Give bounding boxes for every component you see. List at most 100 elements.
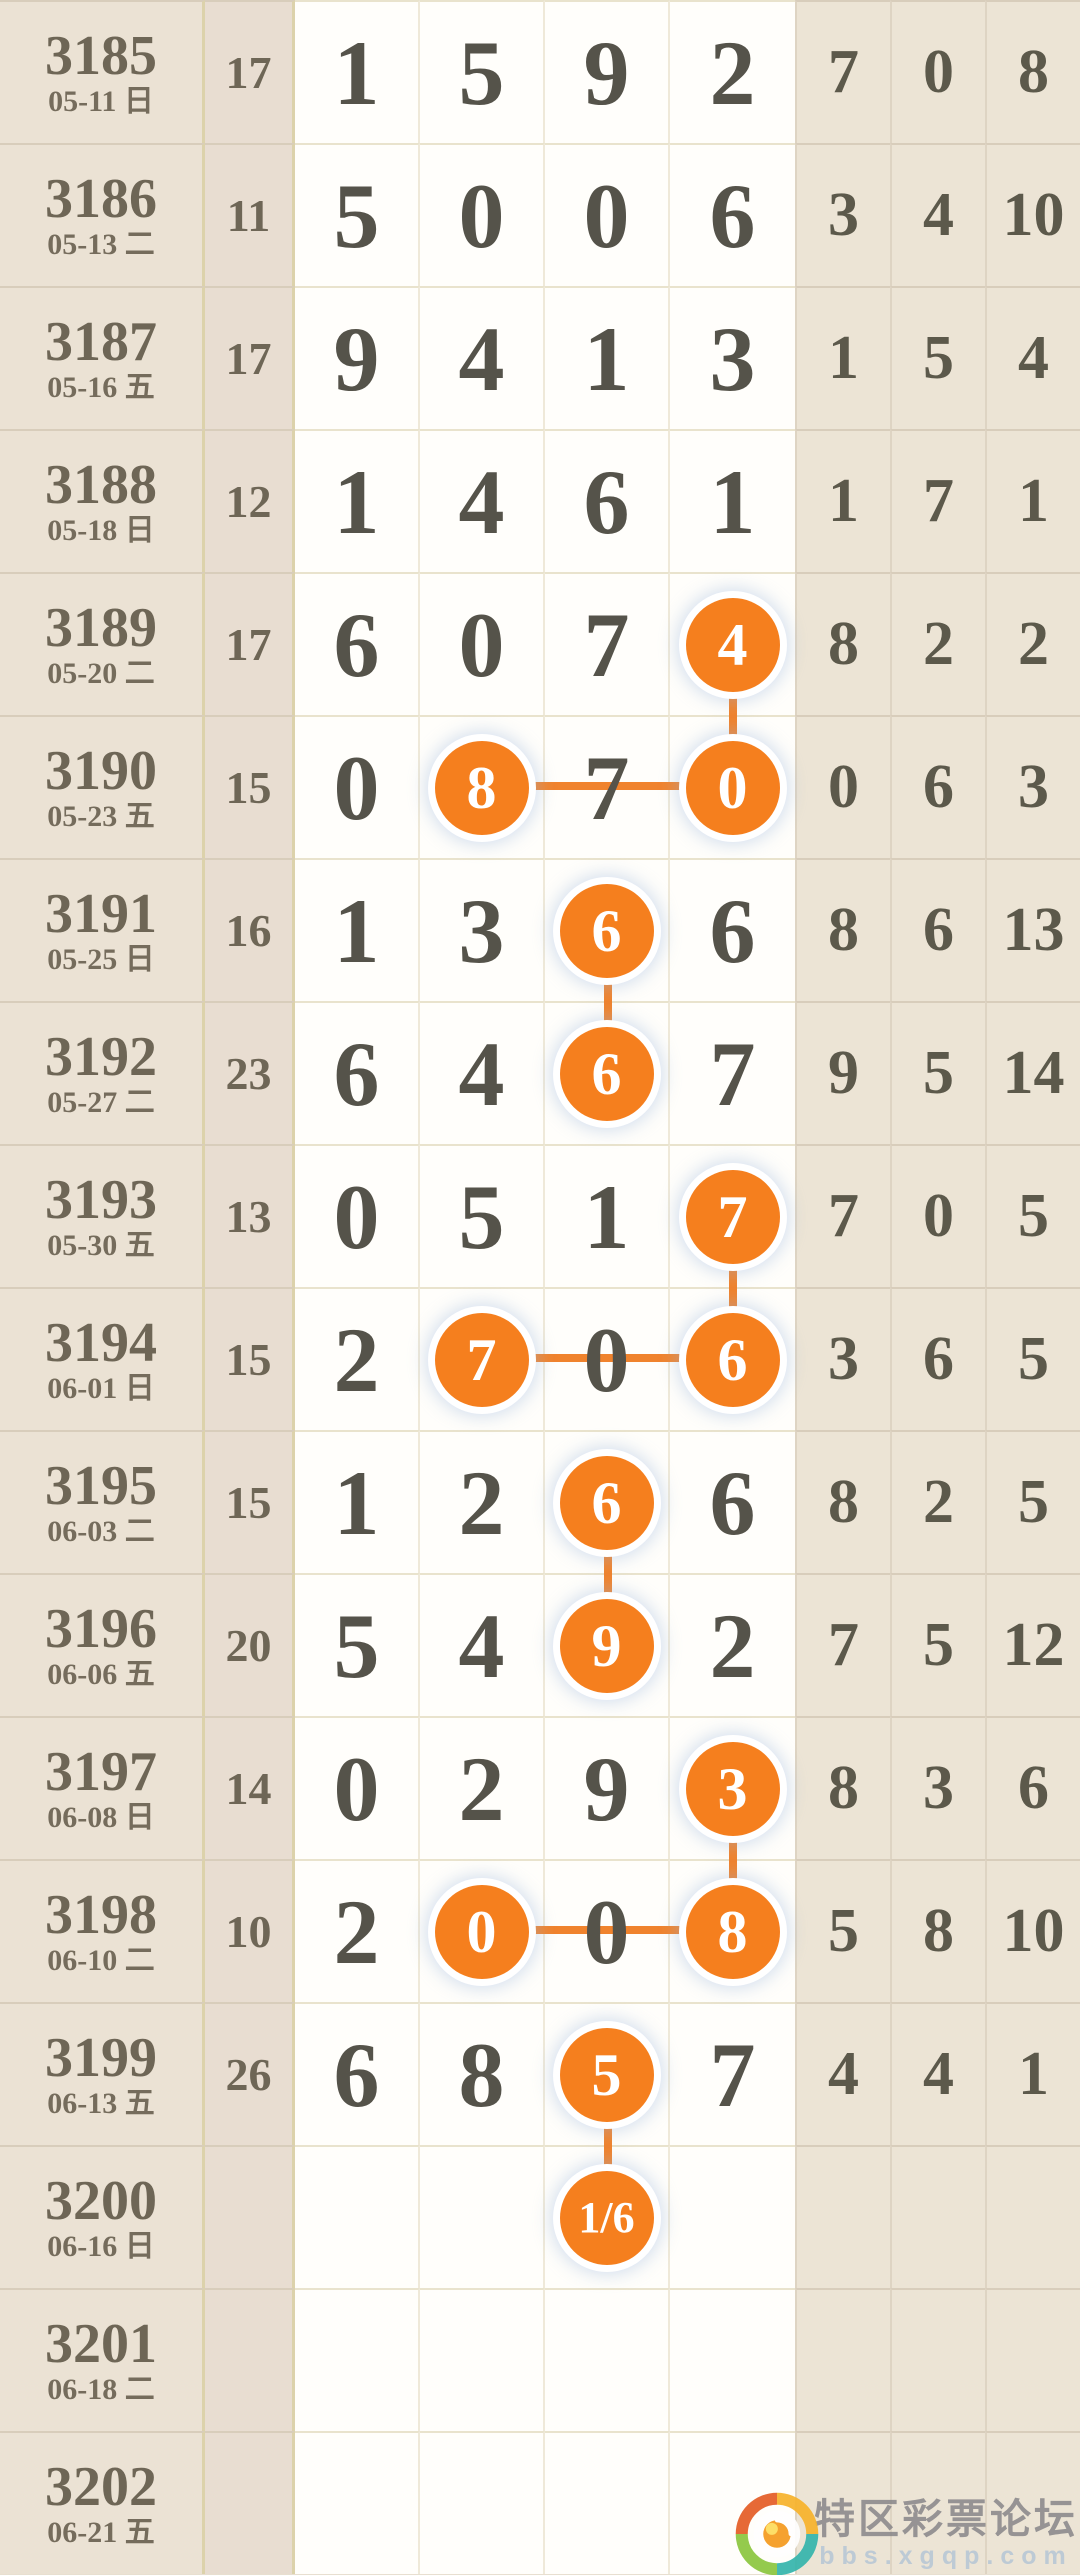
period-date: 06-03 二: [47, 1515, 155, 1549]
period-date: 05-16 五: [47, 371, 155, 405]
digit: 1: [333, 21, 380, 124]
tail-cell: 8: [795, 858, 890, 1001]
tail-cell: 3: [890, 1716, 985, 1859]
span-cell: 15: [205, 1430, 295, 1573]
digit-cell: [420, 2145, 545, 2288]
digit-cell: 2: [295, 1287, 420, 1430]
tail-cell: 6: [985, 1716, 1080, 1859]
digit-cell: 6: [670, 1430, 795, 1573]
digit-cell: 6: [545, 858, 670, 1001]
tail-cell: [985, 2145, 1080, 2288]
period-cell: 3190 05-23 五: [0, 715, 205, 858]
tail-cell: 5: [985, 1144, 1080, 1287]
digit: 5: [333, 1594, 380, 1697]
hot-ball: 1/6: [559, 2170, 654, 2265]
digit-cell: 7: [670, 1144, 795, 1287]
digit-cell: 0: [420, 572, 545, 715]
tail-cell: [985, 2288, 1080, 2431]
digit: 4: [458, 1022, 505, 1125]
digit: 1: [333, 450, 380, 553]
digit: 5: [333, 164, 380, 267]
digit-cell: 6: [295, 1001, 420, 1144]
digit-cell: 5: [295, 1573, 420, 1716]
digit: 9: [583, 1737, 630, 1840]
tail-cell: 6: [890, 715, 985, 858]
digit: 0: [458, 593, 505, 696]
tail-cell: 0: [795, 715, 890, 858]
table-row: 3199 06-13 五 26 6 8 5 7 4 4 1: [0, 2002, 1080, 2145]
period-number: 3195: [45, 1454, 157, 1517]
connector-line: [482, 1354, 733, 1362]
tail-cell: [890, 2431, 985, 2574]
span-cell: 15: [205, 715, 295, 858]
digit: 7: [709, 2023, 756, 2126]
digit: 8: [458, 2023, 505, 2126]
tail-cell: 4: [890, 2002, 985, 2145]
digit-cell: 9: [295, 286, 420, 429]
digit-cell: 6: [545, 429, 670, 572]
tail-cell: 1: [795, 286, 890, 429]
table-row: 3189 05-20 二 17 6 0 7 4 8 2 2: [0, 572, 1080, 715]
period-cell: 3188 05-18 日: [0, 429, 205, 572]
digit-cell: [420, 2431, 545, 2574]
connector-line: [482, 782, 733, 790]
period-date: 06-10 二: [47, 1944, 155, 1978]
period-number: 3202: [45, 2455, 157, 2518]
period-date: 05-11 日: [48, 85, 154, 119]
period-cell: 3189 05-20 二: [0, 572, 205, 715]
period-number: 3193: [45, 1168, 157, 1231]
span-cell: [205, 2288, 295, 2431]
tail-cell: 7: [795, 1573, 890, 1716]
span-cell: 16: [205, 858, 295, 1001]
digit: 0: [583, 1880, 630, 1983]
digit-cell: 1: [670, 429, 795, 572]
digit-cell: 0: [295, 1144, 420, 1287]
span-cell: 17: [205, 0, 295, 143]
hot-ball: 6: [559, 1455, 654, 1550]
digit-cell: 2: [420, 1430, 545, 1573]
tail-cell: [985, 2431, 1080, 2574]
tail-cell: 0: [890, 0, 985, 143]
period-cell: 3201 06-18 二: [0, 2288, 205, 2431]
tail-cell: 4: [890, 143, 985, 286]
hot-ball: 4: [685, 597, 780, 692]
digit-cell: [545, 2288, 670, 2431]
digit: 4: [458, 307, 505, 410]
period-number: 3194: [45, 1311, 157, 1374]
digit-cell: 6: [670, 143, 795, 286]
digit-cell: 0: [420, 1859, 545, 2002]
period-cell: 3202 06-21 五: [0, 2431, 205, 2574]
period-number: 3200: [45, 2169, 157, 2232]
period-number: 3185: [45, 24, 157, 87]
digit-cell: [420, 2288, 545, 2431]
tail-cell: 1: [795, 429, 890, 572]
span-cell: 17: [205, 572, 295, 715]
period-date: 05-13 二: [47, 228, 155, 262]
tail-cell: 2: [890, 1430, 985, 1573]
period-date: 05-30 五: [47, 1229, 155, 1263]
digit-cell: 6: [295, 572, 420, 715]
hot-ball: 7: [685, 1169, 780, 1264]
period-number: 3197: [45, 1740, 157, 1803]
span-cell: 14: [205, 1716, 295, 1859]
tail-cell: 8: [795, 572, 890, 715]
digit: 2: [333, 1308, 380, 1411]
tail-cell: 9: [795, 1001, 890, 1144]
period-cell: 3187 05-16 五: [0, 286, 205, 429]
table-row: 3193 05-30 五 13 0 5 1 7 7 0 5: [0, 1144, 1080, 1287]
tail-cell: 13: [985, 858, 1080, 1001]
digit: 7: [583, 593, 630, 696]
digit-cell: 0: [545, 143, 670, 286]
tail-cell: 12: [985, 1573, 1080, 1716]
period-date: 06-18 二: [47, 2373, 155, 2407]
hot-ball: 5: [559, 2027, 654, 2122]
table-row: 3197 06-08 日 14 0 2 9 3 8 3 6: [0, 1716, 1080, 1859]
connector-line: [729, 643, 737, 787]
digit: 7: [583, 736, 630, 839]
table-row: 3190 05-23 五 15 0 8 7 0 0 6 3: [0, 715, 1080, 858]
digit-cell: 6: [545, 1430, 670, 1573]
digit: 9: [583, 21, 630, 124]
period-number: 3199: [45, 2026, 157, 2089]
connector-line: [482, 1926, 733, 1934]
